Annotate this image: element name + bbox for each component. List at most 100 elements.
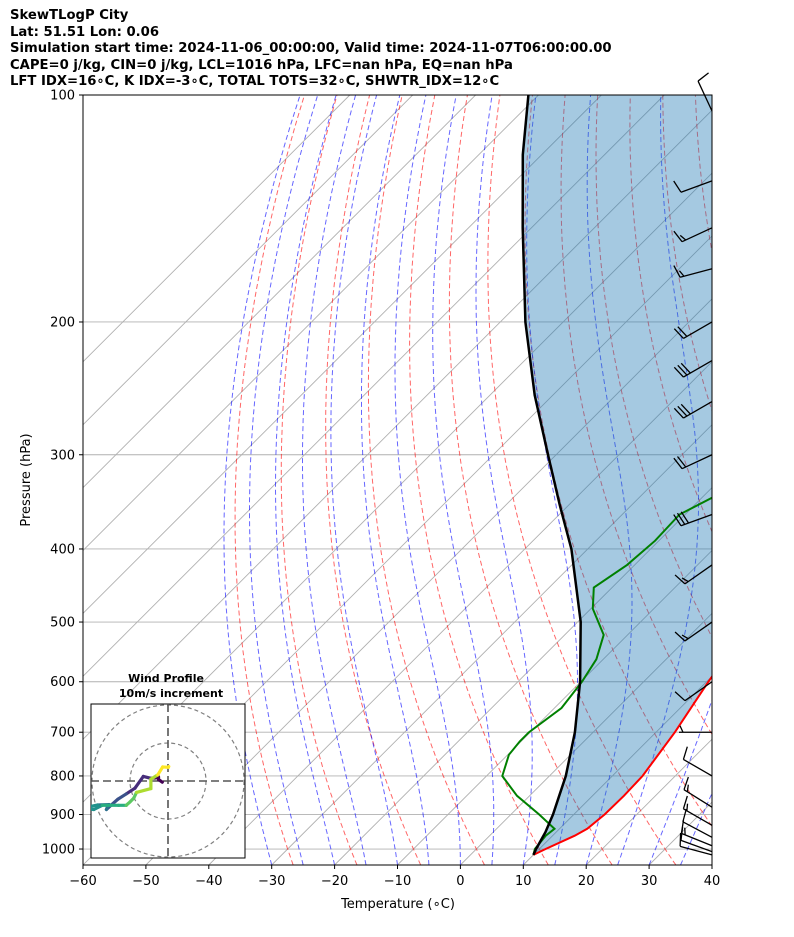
x-axis-label: Temperature (∘C) [340, 897, 455, 912]
hodograph-segment [116, 792, 128, 801]
wind-barb [674, 621, 713, 642]
barb-flag [681, 634, 689, 640]
moist-adiabat [249, 95, 319, 865]
dry-adiabat [280, 95, 358, 865]
dry-adiabat [662, 95, 712, 413]
wind-barb [673, 511, 713, 527]
x-tick-label: 30 [641, 874, 658, 889]
barb-shaft [681, 454, 713, 470]
barb-shaft [680, 180, 713, 193]
dry-adiabat [560, 95, 712, 736]
barb-shaft [683, 808, 713, 826]
hodograph-segment [124, 786, 137, 796]
x-tick-label: −10 [384, 874, 411, 889]
moist-adiabat [302, 95, 367, 865]
time-line: Simulation start time: 2024-11-06_00:00:… [10, 41, 612, 56]
barb-flag [677, 405, 688, 417]
barb-flag [677, 364, 688, 376]
isotherm [83, 95, 351, 363]
x-tick-label: −60 [69, 874, 96, 889]
moist-adiabat [711, 863, 712, 865]
y-tick-label: 300 [50, 448, 75, 463]
dry-adiabat [409, 95, 549, 865]
isotherm [83, 95, 539, 552]
barb-shaft [683, 400, 713, 419]
barb-shaft [681, 832, 713, 847]
isotherm [334, 486, 712, 865]
isotherm [711, 864, 712, 865]
wind-barb [682, 795, 713, 826]
wind-barb [673, 454, 713, 470]
parcel-line [521, 95, 582, 856]
barb-flag [673, 457, 683, 470]
barb-flag [680, 511, 690, 524]
isotherm [83, 95, 414, 426]
moist-adiabat [744, 95, 794, 865]
lat-lon-line: Lat: 51.51 Lon: 0.06 [10, 24, 160, 40]
y-tick-label: 400 [50, 542, 75, 557]
wind-barb [697, 72, 713, 112]
barb-flag [683, 776, 689, 790]
x-tick-label: 10 [515, 874, 532, 889]
wind-barb [673, 227, 713, 243]
wind-barb [682, 746, 713, 777]
x-tick-label: −30 [258, 874, 285, 889]
wind-barb [682, 808, 713, 838]
barb-flag [679, 725, 684, 733]
hodograph-subtitle: 10m/s increment [119, 687, 223, 700]
barb-shaft [680, 839, 713, 853]
barb-flag [679, 234, 687, 241]
wind-barb [673, 359, 713, 378]
barb-flag [673, 180, 682, 193]
y-tick-label: 1000 [42, 843, 75, 858]
barb-flag [673, 514, 682, 527]
wind-barb [673, 321, 713, 340]
barb-flag [686, 803, 689, 811]
barb-flag [680, 403, 691, 415]
moist-adiabat [432, 95, 495, 865]
hodograph-segment [134, 786, 153, 795]
barb-flag [676, 512, 686, 525]
y-tick-label: 700 [50, 726, 75, 741]
dry-adiabat [728, 95, 794, 865]
barb-shaft [683, 321, 713, 340]
wind-barbs [673, 72, 713, 856]
isotherm [83, 95, 665, 677]
wind-barb [674, 681, 713, 702]
cape-line: CAPE=0 j/kg, CIN=0 j/kg, LCL=1016 hPa, L… [10, 57, 513, 73]
barb-shaft [697, 80, 713, 112]
isotherm [83, 95, 602, 615]
barb-flag [674, 631, 686, 642]
y-tick-label: 600 [50, 675, 75, 690]
barb-flag [673, 366, 684, 378]
barb-shaft [680, 513, 713, 527]
barb-shaft [683, 789, 713, 808]
barb-shaft [679, 268, 713, 278]
barb-flag [673, 230, 683, 243]
barb-shaft [683, 758, 713, 777]
barb-flag [682, 746, 688, 760]
barb-flag [674, 691, 686, 702]
barb-shaft [681, 227, 713, 243]
moist-adiabat [223, 95, 301, 865]
wind-barb [673, 400, 713, 419]
barb-flag [697, 72, 709, 82]
y-tick-label: 500 [50, 616, 75, 631]
barb-shaft [682, 821, 713, 838]
wind-barb [683, 776, 713, 808]
moist-adiabat [617, 95, 699, 865]
hodograph-segment [91, 804, 93, 809]
barb-flag [677, 326, 688, 337]
wind-barb [673, 180, 713, 193]
barb-shaft [684, 621, 713, 642]
barb-flag [673, 407, 684, 419]
barb-shaft [684, 564, 713, 585]
dry-adiabat [448, 95, 613, 865]
x-tick-label: −50 [132, 874, 159, 889]
moist-adiabat [526, 95, 578, 865]
barb-flag [673, 265, 681, 278]
dry-adiabat [487, 95, 677, 865]
chart-header: SkewTLogP City Lat: 51.51 Lon: 0.06 Simu… [10, 8, 612, 91]
